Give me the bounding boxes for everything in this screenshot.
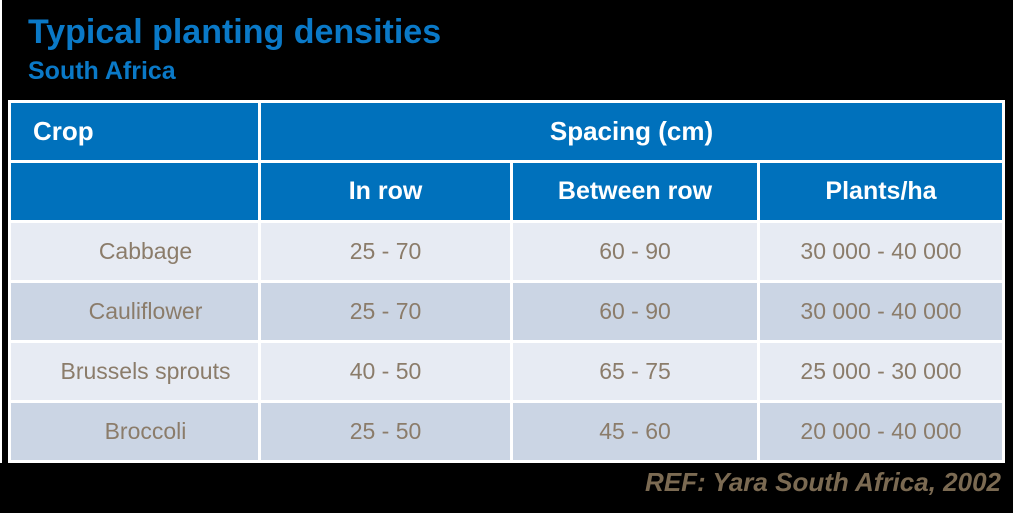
column-header-empty — [11, 163, 258, 220]
between-row-value: 45 - 60 — [513, 403, 757, 460]
crop-name: Brussels sprouts — [11, 343, 258, 400]
between-row-value: 60 - 90 — [513, 223, 757, 280]
in-row-value: 25 - 50 — [261, 403, 510, 460]
table-row-cabbage: Cabbage 25 - 70 60 - 90 30 000 - 40 000 — [11, 223, 1002, 280]
between-row-value: 60 - 90 — [513, 283, 757, 340]
page-title: Typical planting densities — [28, 13, 442, 51]
column-header-in-row: In row — [261, 163, 510, 220]
between-row-value: 65 - 75 — [513, 343, 757, 400]
in-row-value: 25 - 70 — [261, 223, 510, 280]
table-row-broccoli: Broccoli 25 - 50 45 - 60 20 000 - 40 000 — [11, 403, 1002, 460]
crop-name: Broccoli — [11, 403, 258, 460]
header-row-sub: In row Between row Plants/ha — [11, 163, 1002, 220]
page-subtitle: South Africa — [28, 57, 176, 85]
in-row-value: 40 - 50 — [261, 343, 510, 400]
plants-ha-value: 25 000 - 30 000 — [760, 343, 1002, 400]
reference-citation: REF: Yara South Africa, 2002 — [645, 467, 1001, 497]
header-row-group: Crop Spacing (cm) — [11, 103, 1002, 160]
crop-name: Cabbage — [11, 223, 258, 280]
column-header-crop: Crop — [11, 103, 258, 160]
column-header-between-row: Between row — [513, 163, 757, 220]
left-edge-strip — [0, 0, 2, 463]
plants-ha-value: 30 000 - 40 000 — [760, 223, 1002, 280]
plants-ha-value: 30 000 - 40 000 — [760, 283, 1002, 340]
table-row-cauliflower: Cauliflower 25 - 70 60 - 90 30 000 - 40 … — [11, 283, 1002, 340]
in-row-value: 25 - 70 — [261, 283, 510, 340]
column-header-plants-ha: Plants/ha — [760, 163, 1002, 220]
planting-densities-table: Crop Spacing (cm) In row Between row Pla… — [8, 100, 1005, 463]
plants-ha-value: 20 000 - 40 000 — [760, 403, 1002, 460]
table-row-brussels-sprouts: Brussels sprouts 40 - 50 65 - 75 25 000 … — [11, 343, 1002, 400]
crop-name: Cauliflower — [11, 283, 258, 340]
column-header-spacing-group: Spacing (cm) — [261, 103, 1002, 160]
